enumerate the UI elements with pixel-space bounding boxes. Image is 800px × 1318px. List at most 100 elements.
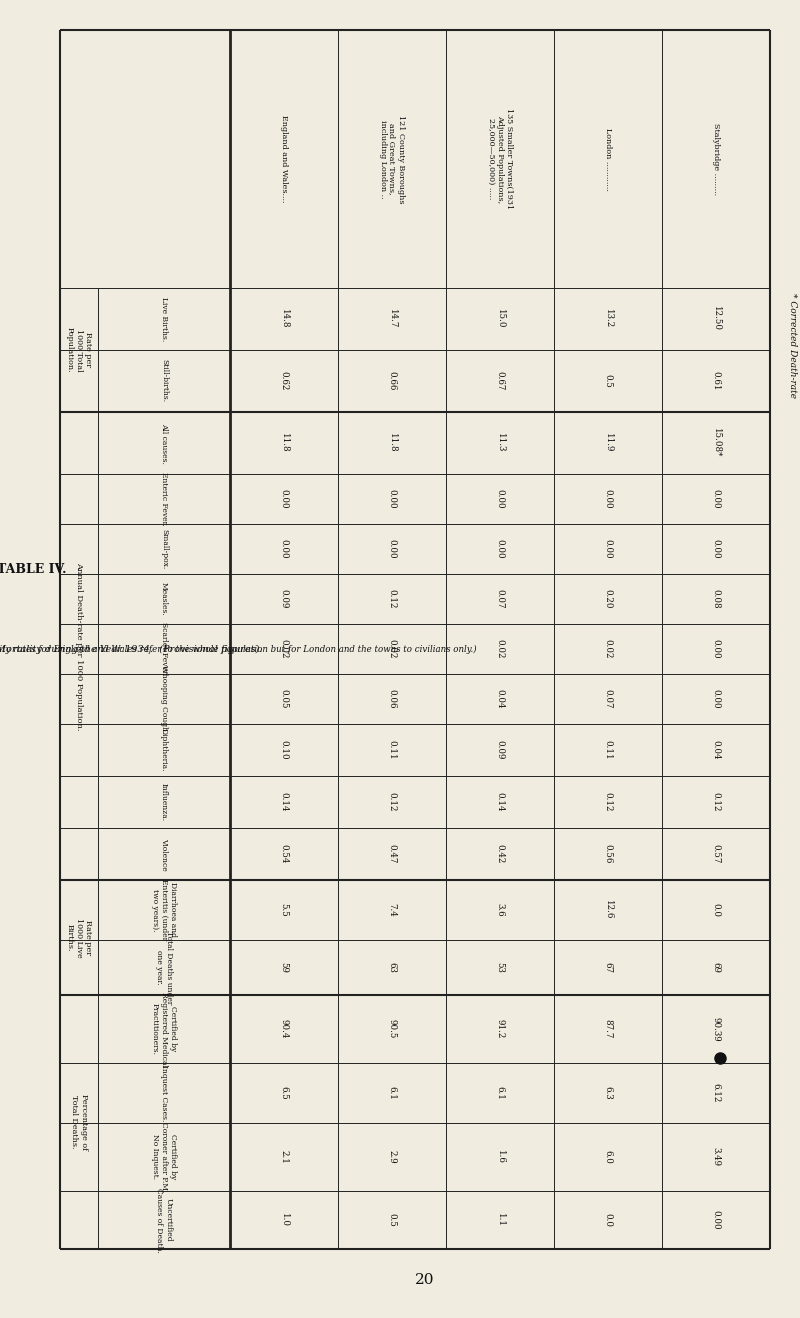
Text: 1.6: 1.6	[495, 1151, 505, 1164]
Text: 0.12: 0.12	[603, 792, 613, 812]
Text: Measles.: Measles.	[160, 583, 168, 616]
Text: 0.08: 0.08	[711, 589, 721, 609]
Text: 2.1: 2.1	[279, 1151, 289, 1164]
Text: Influenza.: Influenza.	[160, 783, 168, 821]
Text: 0.00: 0.00	[279, 489, 289, 509]
Text: Enteric Fever.: Enteric Fever.	[160, 472, 168, 526]
Text: 0.00: 0.00	[711, 539, 721, 559]
Text: 15.0: 15.0	[495, 310, 505, 328]
Text: Diphtheria.: Diphtheria.	[160, 729, 168, 772]
Text: 0.5: 0.5	[603, 374, 613, 387]
Text: 0.67: 0.67	[495, 372, 505, 390]
Text: 11.9: 11.9	[603, 434, 613, 453]
Text: 0.00: 0.00	[387, 539, 397, 559]
Text: 12.6: 12.6	[603, 900, 613, 920]
Text: 3.49: 3.49	[711, 1148, 721, 1166]
Text: London ............: London ............	[604, 128, 612, 190]
Text: 67: 67	[603, 962, 613, 973]
Text: 13.2: 13.2	[603, 310, 613, 328]
Text: 3.6: 3.6	[495, 903, 505, 917]
Text: 5.5: 5.5	[279, 903, 289, 917]
Text: 87.7: 87.7	[603, 1019, 613, 1039]
Text: 0.20: 0.20	[603, 589, 613, 609]
Text: Live Births.: Live Births.	[160, 297, 168, 341]
Text: 0.00: 0.00	[711, 1210, 721, 1230]
Text: 90.39: 90.39	[711, 1016, 721, 1041]
Text: Inquest Cases.: Inquest Cases.	[160, 1065, 168, 1122]
Text: 6.12: 6.12	[711, 1083, 721, 1103]
Text: 0.00: 0.00	[711, 489, 721, 509]
Text: Violence: Violence	[160, 838, 168, 870]
Text: 0.06: 0.06	[387, 689, 397, 709]
Text: 0.12: 0.12	[387, 792, 397, 812]
Text: Scarlet Fever.: Scarlet Fever.	[160, 622, 168, 676]
Text: 1.0: 1.0	[279, 1213, 289, 1227]
Text: 11.3: 11.3	[495, 434, 505, 452]
Text: 6.3: 6.3	[603, 1086, 613, 1099]
Text: Certified by
Coroner after P.M.
No Inquest.: Certified by Coroner after P.M. No Inque…	[150, 1122, 178, 1193]
Text: Stalybridge .........: Stalybridge .........	[712, 123, 720, 195]
Text: Rate per
1000 Total
Population.: Rate per 1000 Total Population.	[66, 327, 92, 373]
Text: 0.00: 0.00	[603, 489, 613, 509]
Text: 135 Smaller Towns(1931
Adjusted Populations,
25,000—50,000) .....: 135 Smaller Towns(1931 Adjusted Populati…	[486, 108, 514, 210]
Text: 0.00: 0.00	[603, 539, 613, 559]
Text: 7.4: 7.4	[387, 903, 397, 917]
Text: 0.14: 0.14	[279, 792, 289, 812]
Text: 0.04: 0.04	[711, 741, 721, 759]
Text: All causes.: All causes.	[160, 423, 168, 464]
Text: 90.4: 90.4	[279, 1019, 289, 1039]
Text: 1.1: 1.1	[495, 1213, 505, 1227]
Text: 14.7: 14.7	[387, 310, 397, 328]
Text: 0.02: 0.02	[279, 639, 289, 659]
Text: 0.09: 0.09	[495, 741, 505, 759]
Text: 0.00: 0.00	[279, 539, 289, 559]
Text: 91.2: 91.2	[495, 1019, 505, 1039]
Text: 69: 69	[711, 962, 721, 973]
Text: 0.00: 0.00	[711, 639, 721, 659]
Text: 0.5: 0.5	[387, 1213, 397, 1227]
Text: 0.14: 0.14	[495, 792, 505, 812]
Text: 6.5: 6.5	[279, 1086, 289, 1101]
Text: 0.10: 0.10	[279, 741, 289, 759]
Text: 14.8: 14.8	[279, 310, 289, 328]
Text: 0.66: 0.66	[387, 372, 397, 390]
Text: Certified by
Registered Medical
Practitioners.: Certified by Registered Medical Practiti…	[150, 991, 178, 1066]
Text: 0.00: 0.00	[711, 689, 721, 709]
Text: 12.50: 12.50	[711, 307, 721, 332]
Text: 0.61: 0.61	[711, 372, 721, 390]
Text: 0.07: 0.07	[495, 589, 505, 609]
Text: 0.42: 0.42	[495, 845, 505, 863]
Text: Uncertified
Causes of Death.: Uncertified Causes of Death.	[155, 1188, 173, 1252]
Text: 0.00: 0.00	[495, 539, 505, 559]
Text: 0.00: 0.00	[495, 489, 505, 509]
Text: Birth-Rate, Death-rate, and Analysis of Mortality during the Year 1934.  (Provis: Birth-Rate, Death-rate, and Analysis of …	[0, 645, 262, 654]
Text: 0.62: 0.62	[279, 372, 289, 390]
Text: England and Wales....: England and Wales....	[280, 115, 288, 203]
Text: 53: 53	[495, 962, 505, 973]
Text: Annual Death-rate per 1000 Population.: Annual Death-rate per 1000 Population.	[75, 561, 83, 730]
Text: 0.47: 0.47	[387, 845, 397, 863]
Text: Whooping Cough.: Whooping Cough.	[160, 664, 168, 733]
Text: 15.08*: 15.08*	[711, 428, 721, 457]
Text: 2.9: 2.9	[387, 1151, 397, 1164]
Text: 0.0: 0.0	[603, 1213, 613, 1227]
Text: TABLE IV.: TABLE IV.	[0, 563, 66, 576]
Text: Diarrhoea and
Enteritis (under
two years).: Diarrhoea and Enteritis (under two years…	[150, 879, 178, 941]
Text: 0.56: 0.56	[603, 845, 613, 863]
Text: 0.05: 0.05	[279, 689, 289, 709]
Text: 0.02: 0.02	[495, 639, 505, 659]
Text: 0.54: 0.54	[279, 845, 289, 863]
Text: Still-births.: Still-births.	[160, 360, 168, 402]
Text: 0.00: 0.00	[387, 489, 397, 509]
Text: 0.11: 0.11	[387, 741, 397, 759]
Text: 59: 59	[279, 962, 289, 973]
Text: 0.09: 0.09	[279, 589, 289, 609]
Text: 6.1: 6.1	[387, 1086, 397, 1101]
Text: 20: 20	[415, 1273, 434, 1286]
Text: 0.57: 0.57	[711, 845, 721, 863]
Text: 63: 63	[387, 962, 397, 973]
Text: Total Deaths under
one year.: Total Deaths under one year.	[155, 931, 173, 1004]
Text: * Corrected Death-rate: * Corrected Death-rate	[787, 293, 797, 398]
Text: 11.8: 11.8	[387, 434, 397, 453]
Text: 0.02: 0.02	[603, 639, 613, 659]
